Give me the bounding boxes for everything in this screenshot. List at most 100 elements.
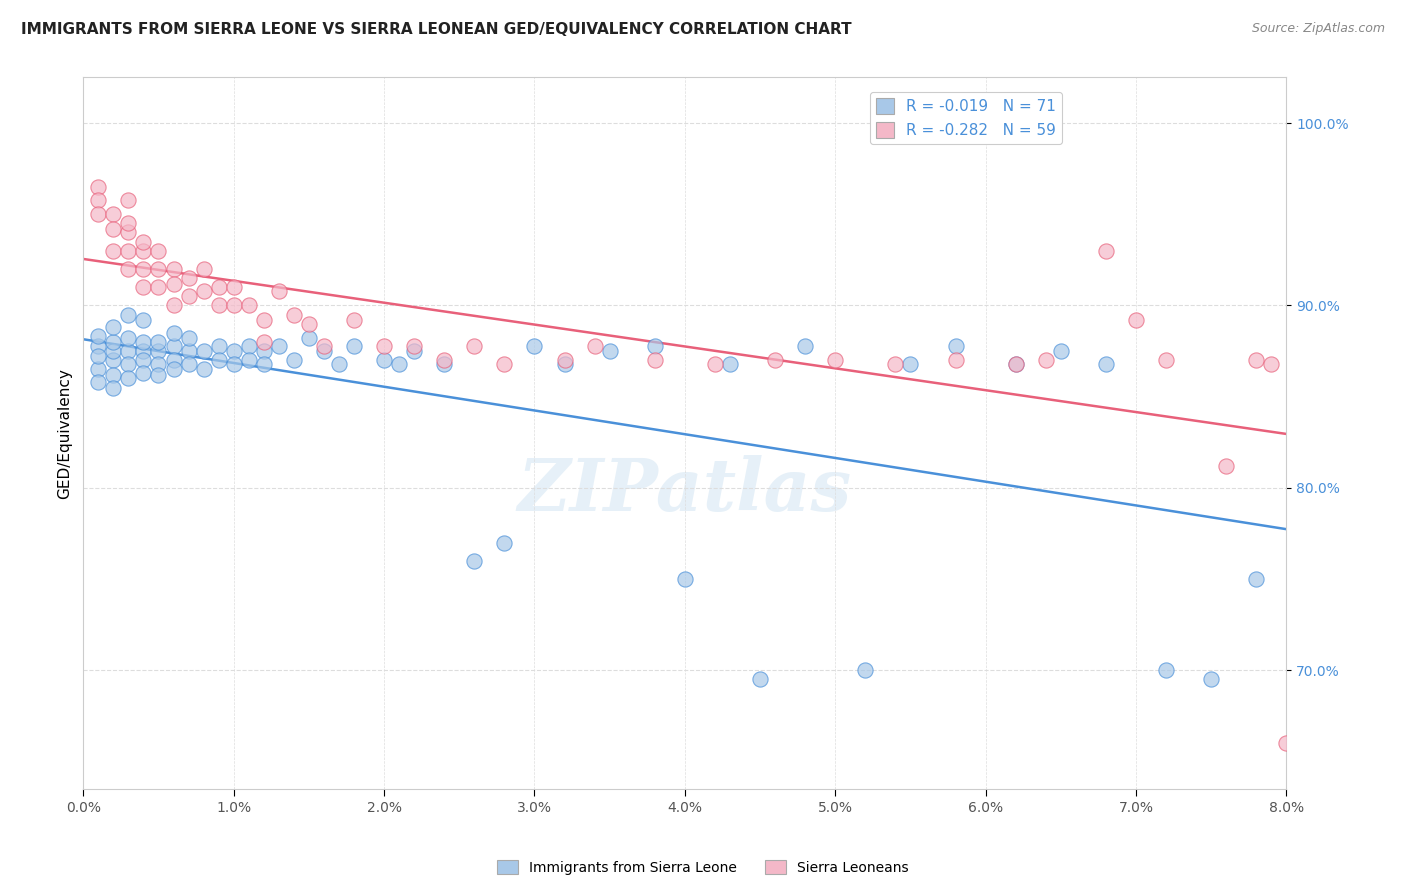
Point xyxy=(132,366,155,380)
Point xyxy=(238,298,260,312)
Point xyxy=(162,338,184,352)
Point xyxy=(208,338,231,352)
Point xyxy=(148,262,170,277)
Point xyxy=(87,338,110,352)
Point xyxy=(222,298,245,312)
Point xyxy=(599,344,621,359)
Point xyxy=(193,344,215,359)
Point xyxy=(673,572,696,586)
Point xyxy=(1125,313,1147,327)
Point xyxy=(177,289,200,303)
Point xyxy=(853,663,876,677)
Point xyxy=(312,338,335,352)
Point xyxy=(103,368,125,382)
Point xyxy=(132,235,155,249)
Point xyxy=(87,207,110,221)
Point xyxy=(343,338,366,352)
Point xyxy=(328,357,350,371)
Point xyxy=(103,244,125,258)
Point xyxy=(177,344,200,359)
Point xyxy=(117,371,139,385)
Point xyxy=(1246,353,1268,368)
Point xyxy=(1035,353,1057,368)
Point xyxy=(117,226,139,240)
Y-axis label: GED/Equivalency: GED/Equivalency xyxy=(58,368,72,499)
Point xyxy=(132,280,155,294)
Point xyxy=(87,193,110,207)
Point xyxy=(222,280,245,294)
Point xyxy=(433,353,456,368)
Point xyxy=(404,338,426,352)
Point xyxy=(117,308,139,322)
Point xyxy=(1215,458,1237,473)
Point xyxy=(148,334,170,349)
Point xyxy=(117,357,139,371)
Point xyxy=(132,334,155,349)
Point xyxy=(238,353,260,368)
Text: ZIPatlas: ZIPatlas xyxy=(517,455,852,525)
Point xyxy=(222,357,245,371)
Point xyxy=(704,357,727,371)
Point xyxy=(1154,353,1177,368)
Point xyxy=(177,271,200,285)
Point xyxy=(1275,736,1298,750)
Point xyxy=(644,353,666,368)
Point xyxy=(312,344,335,359)
Point xyxy=(718,357,741,371)
Point xyxy=(494,357,516,371)
Point xyxy=(1095,357,1118,371)
Point xyxy=(749,673,772,687)
Point xyxy=(103,334,125,349)
Point xyxy=(132,353,155,368)
Point xyxy=(253,344,276,359)
Point xyxy=(388,357,411,371)
Point xyxy=(1095,244,1118,258)
Point xyxy=(238,338,260,352)
Point xyxy=(1246,572,1268,586)
Point xyxy=(193,362,215,376)
Point xyxy=(103,207,125,221)
Text: IMMIGRANTS FROM SIERRA LEONE VS SIERRA LEONEAN GED/EQUIVALENCY CORRELATION CHART: IMMIGRANTS FROM SIERRA LEONE VS SIERRA L… xyxy=(21,22,852,37)
Point xyxy=(148,368,170,382)
Point xyxy=(148,344,170,359)
Point xyxy=(404,344,426,359)
Point xyxy=(283,353,305,368)
Point xyxy=(583,338,606,352)
Point xyxy=(253,357,276,371)
Point xyxy=(117,262,139,277)
Point xyxy=(554,353,576,368)
Point xyxy=(103,353,125,368)
Point xyxy=(945,353,967,368)
Point xyxy=(1004,357,1026,371)
Point xyxy=(945,338,967,352)
Point xyxy=(267,284,290,298)
Point xyxy=(87,329,110,343)
Point xyxy=(117,331,139,345)
Point xyxy=(117,244,139,258)
Point xyxy=(494,535,516,549)
Point xyxy=(87,179,110,194)
Point xyxy=(433,357,456,371)
Point xyxy=(554,357,576,371)
Point xyxy=(463,338,485,352)
Point xyxy=(177,331,200,345)
Point xyxy=(148,244,170,258)
Point xyxy=(162,326,184,340)
Point xyxy=(824,353,846,368)
Point xyxy=(1004,357,1026,371)
Point xyxy=(523,338,546,352)
Point xyxy=(132,313,155,327)
Point xyxy=(644,338,666,352)
Point xyxy=(253,313,276,327)
Point xyxy=(208,353,231,368)
Point xyxy=(148,357,170,371)
Point xyxy=(87,350,110,364)
Point xyxy=(1050,344,1073,359)
Point xyxy=(103,344,125,359)
Point xyxy=(162,298,184,312)
Point xyxy=(87,362,110,376)
Point xyxy=(193,262,215,277)
Point xyxy=(283,308,305,322)
Point xyxy=(373,353,395,368)
Point xyxy=(463,554,485,568)
